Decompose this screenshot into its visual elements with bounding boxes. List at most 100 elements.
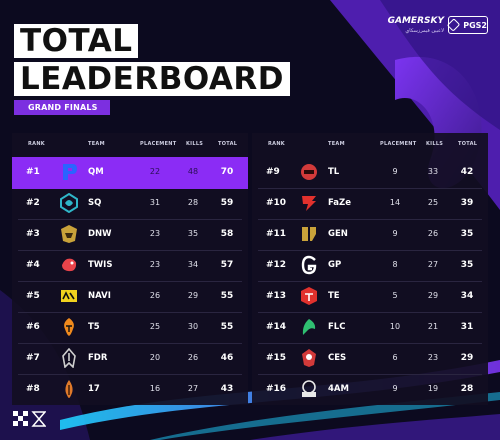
team-name: DNW xyxy=(88,229,112,239)
header-kills: KILLS xyxy=(426,141,444,147)
kill-points: 26 xyxy=(427,229,439,238)
row-divider xyxy=(258,281,482,282)
row-divider xyxy=(258,219,482,220)
rank-value: #14 xyxy=(266,322,287,332)
kill-points: 23 xyxy=(427,353,439,362)
gen-logo-icon xyxy=(300,224,318,244)
team-name: 4AM xyxy=(328,384,349,394)
row-divider xyxy=(258,188,482,189)
total-points: 43 xyxy=(220,384,234,394)
kill-points: 48 xyxy=(187,167,199,176)
total-points: 55 xyxy=(220,291,234,301)
team-name: GEN xyxy=(328,229,348,239)
kill-points: 19 xyxy=(427,384,439,393)
team-name: 17 xyxy=(88,384,100,394)
table-row: #3 DNW 23 35 58 xyxy=(12,219,248,251)
4am-logo-icon xyxy=(300,379,318,399)
total-points: 28 xyxy=(460,384,474,394)
total-points: 58 xyxy=(220,229,234,239)
header-kills: KILLS xyxy=(186,141,204,147)
table-row: #13 TE 5 29 34 xyxy=(252,281,488,313)
team-name: SQ xyxy=(88,198,102,208)
total-points: 42 xyxy=(460,167,474,177)
page-title-line-2: LEADERBOARD xyxy=(14,62,290,96)
placement-points: 26 xyxy=(149,291,161,300)
team-name: CES xyxy=(328,353,347,363)
row-divider xyxy=(18,343,242,344)
navi-logo-icon xyxy=(60,286,78,306)
row-divider xyxy=(18,219,242,220)
kill-points: 27 xyxy=(427,260,439,269)
table-row: #6 T5 25 30 55 xyxy=(12,312,248,344)
kill-points: 28 xyxy=(187,198,199,207)
team-name: GP xyxy=(328,260,342,270)
table-row: #10 FaZe 14 25 39 xyxy=(252,188,488,220)
ces-logo-icon xyxy=(300,348,318,368)
stage-subtitle: GRAND FINALS xyxy=(14,100,110,115)
table-row: #5 NAVI 26 29 55 xyxy=(12,281,248,313)
total-points: 57 xyxy=(220,260,234,270)
header-total: TOTAL xyxy=(458,141,478,147)
row-divider xyxy=(18,281,242,282)
row-divider xyxy=(18,312,242,313)
total-points: 31 xyxy=(460,322,474,332)
placement-points: 31 xyxy=(149,198,161,207)
qm-logo-icon xyxy=(60,162,78,182)
row-divider xyxy=(18,250,242,251)
row-divider xyxy=(258,312,482,313)
total-points: 29 xyxy=(460,353,474,363)
table-row: #15 CES 6 23 29 xyxy=(252,343,488,375)
kill-points: 29 xyxy=(427,291,439,300)
kill-points: 35 xyxy=(187,229,199,238)
placement-points: 16 xyxy=(149,384,161,393)
dnw-logo-icon xyxy=(60,224,78,244)
team-name: FaZe xyxy=(328,198,351,208)
placement-points: 9 xyxy=(392,384,398,393)
placement-points: 5 xyxy=(392,291,398,300)
placement-points: 9 xyxy=(392,167,398,176)
rank-value: #7 xyxy=(26,353,40,363)
kill-points: 25 xyxy=(427,198,439,207)
kill-points: 26 xyxy=(187,353,199,362)
team-name: TWIS xyxy=(88,260,113,270)
table-row: #7 FDR 20 26 46 xyxy=(12,343,248,375)
header-rank: RANK xyxy=(28,141,45,147)
rank-value: #3 xyxy=(26,229,40,239)
pgs-badge: PGS2 xyxy=(446,16,488,34)
team-name: NAVI xyxy=(88,291,111,301)
footer-logo-icon xyxy=(13,411,46,427)
rank-value: #2 xyxy=(26,198,40,208)
twis-logo-icon xyxy=(60,255,78,275)
rank-value: #13 xyxy=(266,291,287,301)
rank-value: #11 xyxy=(266,229,287,239)
rank-value: #1 xyxy=(26,167,40,177)
kill-points: 27 xyxy=(187,384,199,393)
header-team: TEAM xyxy=(328,141,345,147)
total-points: 35 xyxy=(460,229,474,239)
table-row: #2 SQ 31 28 59 xyxy=(12,188,248,220)
rank-value: #8 xyxy=(26,384,40,394)
table-row: #1 QM 22 48 70 xyxy=(12,157,248,189)
total-points: 46 xyxy=(220,353,234,363)
total-points: 35 xyxy=(460,260,474,270)
rank-value: #5 xyxy=(26,291,40,301)
fdr-logo-icon xyxy=(60,347,78,369)
header-total: TOTAL xyxy=(218,141,238,147)
placement-points: 25 xyxy=(149,322,161,331)
kill-points: 34 xyxy=(187,260,199,269)
team-name: TL xyxy=(328,167,340,177)
17-logo-icon xyxy=(60,379,78,399)
total-points: 70 xyxy=(220,167,234,177)
te-logo-icon xyxy=(300,286,318,306)
placement-points: 20 xyxy=(149,353,161,362)
total-points: 55 xyxy=(220,322,234,332)
placement-points: 8 xyxy=(392,260,398,269)
rank-value: #6 xyxy=(26,322,40,332)
table-row: #14 FLC 10 21 31 xyxy=(252,312,488,344)
team-name: TE xyxy=(328,291,340,301)
placement-points: 14 xyxy=(389,198,401,207)
kill-points: 30 xyxy=(187,322,199,331)
table-row: #11 GEN 9 26 35 xyxy=(252,219,488,251)
pgs-badge-label: PGS2 xyxy=(463,20,487,30)
placement-points: 23 xyxy=(149,229,161,238)
